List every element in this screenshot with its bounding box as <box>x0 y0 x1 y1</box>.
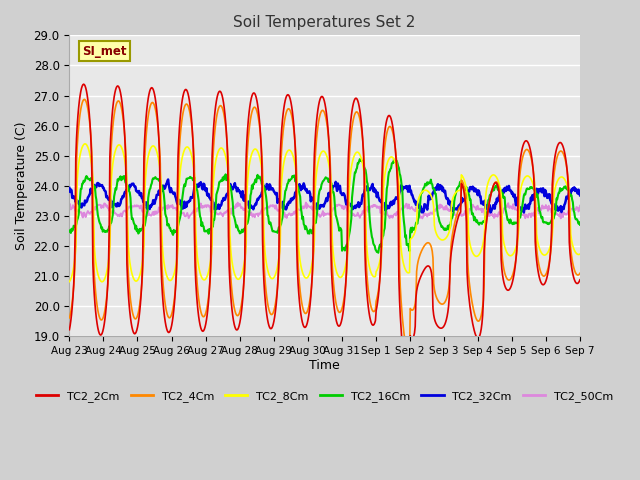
X-axis label: Time: Time <box>309 359 340 372</box>
Title: Soil Temperatures Set 2: Soil Temperatures Set 2 <box>234 15 416 30</box>
Text: SI_met: SI_met <box>82 45 127 58</box>
Y-axis label: Soil Temperature (C): Soil Temperature (C) <box>15 121 28 250</box>
Legend: TC2_2Cm, TC2_4Cm, TC2_8Cm, TC2_16Cm, TC2_32Cm, TC2_50Cm: TC2_2Cm, TC2_4Cm, TC2_8Cm, TC2_16Cm, TC2… <box>31 387 618 407</box>
